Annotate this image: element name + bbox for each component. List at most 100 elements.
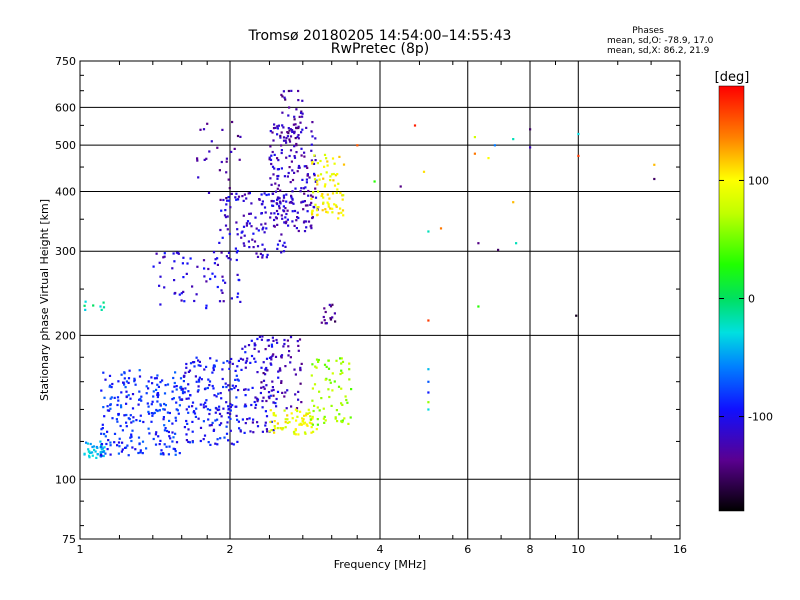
echo-point <box>265 193 268 197</box>
echo-point <box>341 198 344 201</box>
echo-point <box>221 128 224 131</box>
echo-point <box>235 405 238 408</box>
echo-point <box>276 157 279 160</box>
echo-point <box>297 126 300 130</box>
echo-point <box>313 383 317 386</box>
echo-point <box>103 446 106 449</box>
echo-point <box>291 198 294 201</box>
echo-point <box>261 335 264 338</box>
echo-point <box>263 387 266 390</box>
echo-point <box>282 205 285 208</box>
echo-point <box>91 451 94 454</box>
echo-point <box>325 157 328 160</box>
echo-point <box>243 193 246 196</box>
echo-point <box>189 257 192 260</box>
echo-point <box>274 190 278 193</box>
echo-point <box>260 212 263 215</box>
echo-point <box>138 375 142 378</box>
echo-point <box>278 200 282 203</box>
echo-point <box>319 159 322 163</box>
echo-point <box>295 219 298 222</box>
echo-point <box>185 408 188 411</box>
echo-point <box>267 395 270 398</box>
echo-point <box>191 361 195 364</box>
echo-point <box>147 387 150 390</box>
echo-point <box>295 127 298 130</box>
echo-point <box>268 430 271 433</box>
echo-point <box>218 412 222 415</box>
echo-point <box>236 295 239 299</box>
echo-point <box>283 175 286 178</box>
echo-point <box>653 177 656 181</box>
echo-point <box>171 398 174 401</box>
echo-point <box>129 414 132 417</box>
echo-point <box>316 213 319 216</box>
echo-point <box>187 411 190 414</box>
echo-point <box>293 432 296 435</box>
echo-point <box>96 446 99 449</box>
echo-point <box>150 376 153 379</box>
echo-point <box>280 131 283 134</box>
echo-point <box>155 252 158 255</box>
echo-point <box>279 134 282 137</box>
data-points <box>83 89 656 459</box>
echo-point <box>221 275 224 278</box>
echo-point <box>246 418 249 421</box>
echo-point <box>243 234 246 237</box>
echo-point <box>326 164 329 167</box>
echo-point <box>335 191 338 194</box>
echo-point <box>314 187 317 190</box>
echo-point <box>214 419 217 422</box>
echo-point <box>174 450 177 453</box>
echo-point <box>138 369 141 372</box>
echo-point <box>178 404 181 407</box>
echo-point <box>295 419 298 422</box>
echo-point <box>163 286 166 289</box>
echo-point <box>88 450 91 453</box>
echo-point <box>154 433 157 436</box>
echo-point <box>253 342 256 345</box>
echo-point <box>237 379 240 382</box>
echo-point <box>191 420 194 423</box>
echo-point <box>109 407 112 410</box>
echo-point <box>244 366 247 369</box>
echo-point <box>286 418 289 421</box>
echo-point <box>307 220 311 223</box>
echo-point <box>309 418 312 421</box>
echo-point <box>164 427 167 430</box>
echo-point <box>265 415 269 418</box>
echo-point <box>156 409 159 413</box>
echo-point <box>145 447 148 450</box>
echo-point <box>280 151 283 155</box>
echo-point <box>281 391 284 394</box>
echo-point <box>109 441 112 444</box>
echo-point <box>193 365 196 368</box>
echo-point <box>283 338 286 342</box>
echo-point <box>211 421 214 424</box>
echo-point <box>210 140 213 143</box>
echo-point <box>222 300 225 303</box>
echo-point <box>207 378 210 381</box>
echo-point <box>340 357 343 360</box>
echo-point <box>173 381 176 385</box>
echo-point <box>225 432 229 435</box>
echo-point <box>312 409 315 413</box>
echo-point <box>342 214 345 217</box>
echo-point <box>276 133 279 136</box>
echo-point <box>113 396 116 399</box>
echo-point <box>171 422 174 425</box>
echo-point <box>219 437 222 440</box>
echo-point <box>236 440 239 443</box>
echo-point <box>239 357 242 360</box>
echo-point <box>422 170 426 173</box>
echo-point <box>283 96 286 99</box>
echo-point <box>129 397 132 400</box>
stats-heading: Phases <box>632 26 664 36</box>
echo-point <box>131 446 134 449</box>
echo-point <box>298 338 302 341</box>
echo-point <box>264 222 267 225</box>
echo-point <box>127 394 130 397</box>
echo-point <box>278 239 281 242</box>
echo-point <box>278 205 281 208</box>
echo-point <box>271 336 274 339</box>
